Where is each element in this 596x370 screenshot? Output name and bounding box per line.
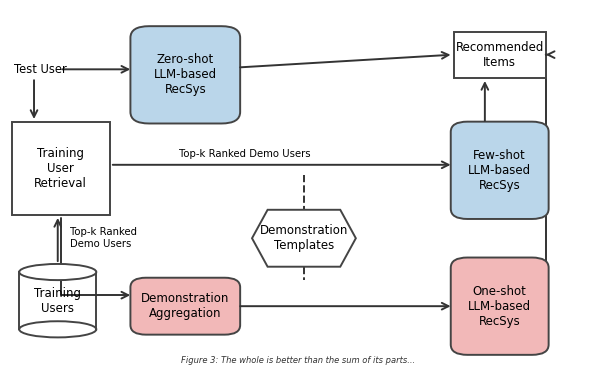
Bar xyxy=(12,122,110,215)
Text: Training
Users: Training Users xyxy=(34,287,81,316)
Text: Demonstration
Templates: Demonstration Templates xyxy=(260,224,348,252)
Text: Top-k Ranked
Demo Users: Top-k Ranked Demo Users xyxy=(70,228,136,249)
FancyBboxPatch shape xyxy=(451,258,549,355)
Polygon shape xyxy=(252,210,356,267)
Text: Training
User
Retrieval: Training User Retrieval xyxy=(35,147,87,190)
Ellipse shape xyxy=(19,321,97,337)
Bar xyxy=(19,272,97,329)
Text: Top-k Ranked Demo Users: Top-k Ranked Demo Users xyxy=(179,149,311,159)
Text: Recommended
Items: Recommended Items xyxy=(455,41,544,69)
Text: Zero-shot
LLM-based
RecSys: Zero-shot LLM-based RecSys xyxy=(154,53,217,96)
Text: Demonstration
Aggregation: Demonstration Aggregation xyxy=(141,292,229,320)
Text: Test User: Test User xyxy=(14,63,67,76)
FancyBboxPatch shape xyxy=(451,122,549,219)
FancyBboxPatch shape xyxy=(131,278,240,334)
Text: One-shot
LLM-based
RecSys: One-shot LLM-based RecSys xyxy=(468,285,531,328)
Text: Figure 3: The whole is better than the sum of its parts...: Figure 3: The whole is better than the s… xyxy=(181,356,415,365)
FancyBboxPatch shape xyxy=(131,26,240,124)
Bar xyxy=(454,32,546,78)
Ellipse shape xyxy=(19,264,97,280)
Text: Few-shot
LLM-based
RecSys: Few-shot LLM-based RecSys xyxy=(468,149,531,192)
